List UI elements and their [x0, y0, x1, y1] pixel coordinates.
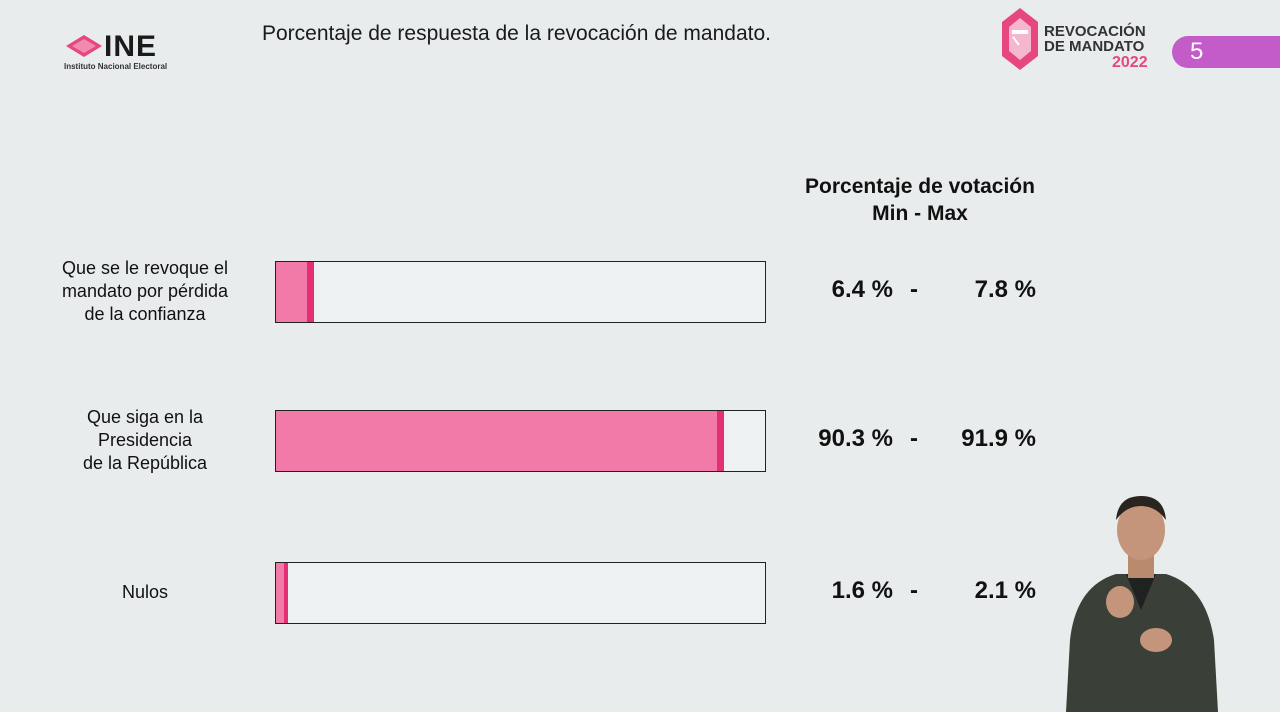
bar-track	[275, 261, 766, 323]
bar-min-fill	[276, 563, 284, 623]
range-separator: -	[910, 577, 918, 604]
category-label-line: Nulos	[121, 581, 169, 602]
revocacion-logo-line1: REVOCACIÓN	[1044, 23, 1146, 40]
range-max-value: 2.1 %	[974, 577, 1036, 604]
ine-logo: INE Instituto Nacional Electoral	[64, 30, 204, 74]
category-label-line: de la confianza	[84, 303, 206, 324]
range-min-value: 1.6 %	[831, 577, 893, 604]
page-title: Porcentaje de respuesta de la revocación…	[262, 22, 771, 45]
sign-language-interpreter-image	[1066, 496, 1218, 712]
range-min-value: 6.4 %	[831, 276, 893, 303]
range-min-value: 90.3 %	[818, 425, 893, 452]
bar-min-fill	[276, 411, 717, 471]
range-label: 6.4 % - 7.8 %	[780, 276, 1050, 306]
range-max-value: 91.9 %	[961, 425, 1036, 452]
category-label: Nulos	[20, 581, 270, 604]
revocacion-logo: REVOCACIÓN DE MANDATO 2022	[1000, 6, 1170, 72]
category-label-line: mandato por pérdida	[61, 280, 229, 301]
category-label-line: Que siga en la	[86, 406, 204, 427]
bar-max-marker	[283, 563, 288, 623]
column-header-line2: Min - Max	[872, 202, 968, 225]
revocacion-logo-line2: DE MANDATO	[1044, 38, 1145, 55]
bar-max-marker	[716, 411, 725, 471]
category-label: Que se le revoque el mandato por pérdida d…	[20, 257, 270, 326]
range-label: 1.6 % - 2.1 %	[780, 577, 1050, 607]
bar-track	[275, 562, 766, 624]
column-header-line1: Porcentaje de votación	[805, 175, 1035, 198]
range-separator: -	[910, 425, 918, 452]
range-max-value: 7.8 %	[974, 276, 1036, 303]
revocacion-logo-year: 2022	[1112, 54, 1148, 71]
category-label-line: de la República	[82, 452, 208, 473]
category-label-line: Presidencia	[97, 429, 193, 450]
category-label: Que siga en la Presidencia de la República	[20, 406, 270, 475]
bar-track	[275, 410, 766, 472]
ine-subtitle: Instituto Nacional Electoral	[64, 62, 168, 71]
bar-min-fill	[276, 262, 308, 322]
slide-number: 5	[1190, 38, 1204, 65]
category-label-line: Que se le revoque el	[61, 257, 229, 278]
ballot-hexagon-icon	[1002, 8, 1038, 70]
ine-diamond-icon	[66, 35, 102, 57]
range-separator: -	[910, 276, 918, 303]
slide-number-badge: 5	[1172, 36, 1280, 68]
bar-max-marker	[307, 262, 315, 322]
ine-wordmark: INE	[104, 30, 158, 63]
range-label: 90.3 % - 91.9 %	[780, 425, 1050, 455]
